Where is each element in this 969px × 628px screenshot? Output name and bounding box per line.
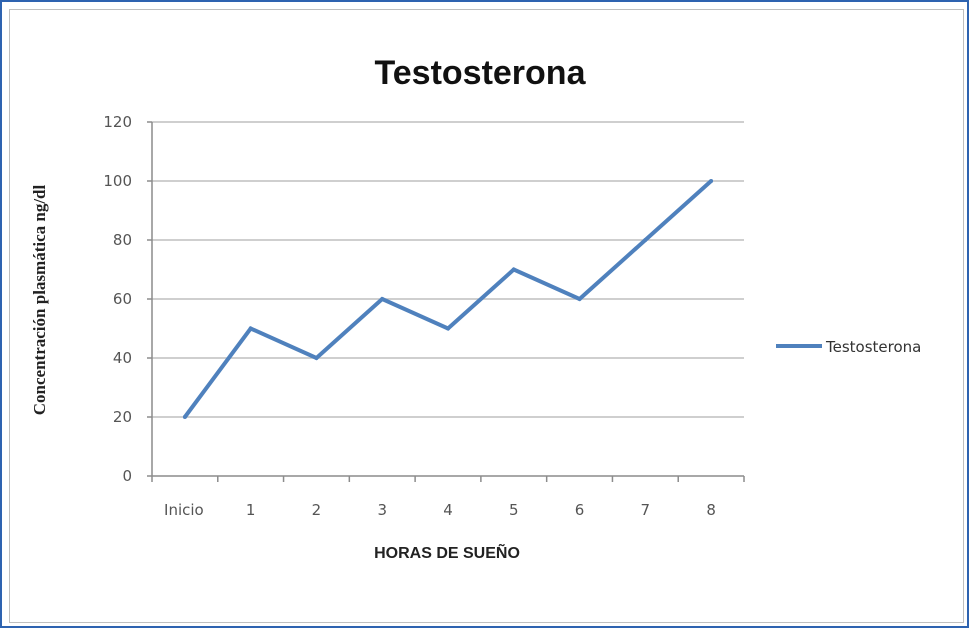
data-point-6 (577, 297, 582, 301)
x-tick-label-6: 6 (575, 501, 585, 519)
y-tick-labels: 0 20 40 60 80 100 120 (103, 113, 132, 485)
data-point-inicio (182, 415, 187, 419)
x-tick-label-inicio: Inicio (164, 501, 204, 519)
y-tick-label-80: 80 (113, 231, 132, 249)
y-tick-label-60: 60 (113, 290, 132, 308)
x-tick-label-1: 1 (246, 501, 256, 519)
x-tick-label-5: 5 (509, 501, 519, 519)
series-layer (182, 179, 714, 419)
y-axis-label: Concentración plasmática ng/dl (30, 185, 49, 416)
x-tick-label-7: 7 (641, 501, 651, 519)
x-tick-labels: Inicio 1 2 3 4 5 6 7 8 (164, 501, 716, 519)
legend-label-testosterona: Testosterona (825, 338, 921, 356)
data-point-4 (446, 326, 450, 331)
data-point-8 (709, 179, 714, 183)
y-tick-label-120: 120 (103, 113, 132, 131)
x-tick-label-3: 3 (377, 501, 387, 519)
x-tick-label-8: 8 (706, 501, 716, 519)
x-tick-label-4: 4 (443, 501, 453, 519)
y-tick-label-20: 20 (113, 408, 132, 426)
y-tick-label-100: 100 (103, 172, 132, 190)
x-axis-label: HORAS DE SUEÑO (374, 542, 520, 562)
legend: Testosterona (776, 338, 921, 356)
x-tick-label-2: 2 (312, 501, 322, 519)
data-point-3 (380, 297, 385, 301)
y-tick-label-0: 0 (122, 467, 132, 485)
data-point-1 (248, 326, 253, 331)
data-point-5 (511, 267, 516, 272)
chart-title: Testosterona (375, 54, 587, 92)
data-point-7 (643, 238, 648, 242)
y-tick-label-40: 40 (113, 349, 132, 367)
gridlines (147, 121, 745, 482)
chart-area-border (9, 9, 964, 623)
data-point-2 (314, 356, 319, 360)
